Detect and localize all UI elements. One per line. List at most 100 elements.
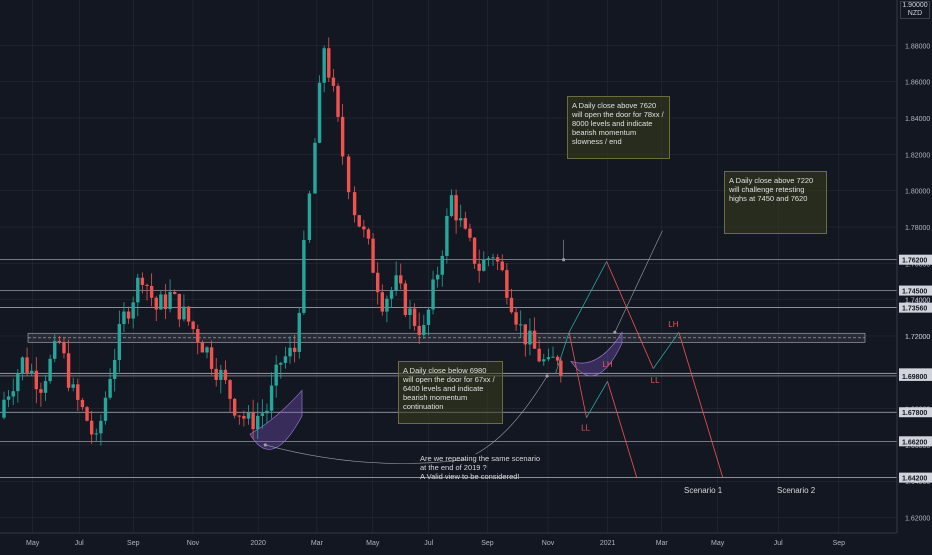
x-tick-label: 2020 — [250, 540, 266, 547]
candle-body — [29, 370, 34, 374]
candle-body — [340, 116, 345, 157]
arrow-head — [545, 374, 549, 378]
x-tick-label: Jul — [774, 540, 783, 547]
level-tag — [899, 254, 932, 265]
projection-segment — [568, 332, 587, 418]
currency-price: 1.90000 — [902, 2, 928, 9]
candle-body — [232, 398, 237, 416]
candle-body — [85, 407, 89, 421]
candle-body — [140, 277, 145, 285]
wave-label: LL — [651, 376, 660, 385]
candle-body — [327, 48, 331, 78]
candle-body — [34, 370, 38, 390]
candle-body — [449, 195, 454, 216]
y-tick-label: 1.82000 — [905, 152, 930, 159]
projection-segment — [606, 261, 654, 369]
candle-body — [71, 384, 75, 388]
y-extra-label: 1.74000 — [905, 298, 930, 305]
rounding-bottom-2020 — [570, 331, 623, 377]
candle-body — [182, 306, 186, 320]
projection-segment — [607, 381, 638, 478]
y-tick-label: 1.88000 — [905, 43, 930, 50]
candle-body — [302, 239, 306, 313]
projection-paths — [554, 261, 724, 478]
projection-segment — [568, 261, 607, 333]
candle-body — [186, 306, 191, 322]
resistance-zone — [27, 332, 866, 343]
annotation-arrow — [614, 230, 663, 333]
candle-body — [380, 292, 384, 312]
y-tick-label: 1.66000 — [905, 443, 930, 450]
candle-body — [346, 156, 351, 193]
candle-body — [482, 259, 486, 271]
candle-body — [505, 270, 509, 298]
candle-body — [16, 373, 20, 392]
question-line2: at the end of 2019 ? — [420, 463, 487, 472]
x-tick-label: May — [711, 540, 725, 547]
candle-body — [459, 218, 463, 221]
x-tick-label: May — [366, 540, 380, 547]
candle-body — [546, 357, 551, 360]
candle-body — [20, 357, 25, 374]
candle-body — [288, 347, 292, 357]
candle-body — [223, 369, 228, 381]
candle-body — [269, 385, 274, 411]
candle-body — [313, 142, 317, 194]
candle-body — [2, 399, 6, 418]
candle-body — [528, 330, 532, 345]
candle-body — [371, 238, 375, 273]
x-tick-label: Mar — [311, 540, 324, 547]
candle-body — [99, 420, 103, 434]
candle-body — [113, 359, 117, 379]
candle-body — [6, 396, 11, 400]
note-text: A Daily close above 7220 will challenge … — [729, 176, 814, 203]
note-above-7220[interactable]: A Daily close above 7220 will challenge … — [724, 171, 827, 234]
x-tick-label: 2021 — [600, 540, 616, 547]
candle-body — [514, 312, 518, 325]
candle-body — [559, 360, 563, 376]
candle-body — [136, 277, 140, 303]
note-above-7620[interactable]: A Daily close above 7620 will open the d… — [567, 96, 670, 159]
candle-body — [292, 347, 297, 352]
candle-body — [246, 412, 251, 419]
candle-body — [307, 193, 312, 240]
wave-label: LH — [668, 320, 678, 329]
candle-body — [256, 415, 260, 430]
question-note[interactable]: Are we repeating the same scenario at th… — [420, 454, 580, 481]
y-extra-label: 1.72000 — [905, 334, 930, 341]
candle-body — [495, 257, 500, 262]
candle-body — [297, 312, 301, 352]
candle-body — [283, 356, 288, 363]
candle-body — [362, 226, 366, 230]
projection-segment — [586, 381, 608, 418]
candle-body — [66, 353, 71, 388]
x-tick-label: May — [26, 540, 40, 547]
level-tag-text: 1.69800 — [902, 374, 927, 381]
candle-body — [532, 330, 537, 349]
candle-body — [196, 328, 200, 343]
candle-body — [200, 342, 205, 353]
grid — [0, 0, 897, 533]
level-tag — [899, 436, 932, 447]
candle-body — [80, 399, 85, 408]
candle-body — [509, 297, 514, 313]
wave-label: LH — [602, 360, 612, 369]
currency-badge[interactable]: 1.90000 NZD — [900, 1, 930, 19]
candle-body — [389, 290, 394, 299]
candle-body — [219, 369, 223, 380]
candle-body — [336, 85, 340, 117]
candle-body — [322, 48, 326, 83]
wave-label: LL — [581, 423, 590, 432]
candle-body — [366, 229, 371, 239]
level-tag-text: 1.66200 — [902, 439, 927, 446]
x-tick-label: Nov — [187, 540, 200, 547]
wave-labels: LH LL LL LH — [581, 320, 679, 433]
annotation-arrow — [265, 444, 467, 464]
note-below-6980[interactable]: A Daily close below 6980 will open the d… — [398, 361, 503, 424]
y-tick-label: 1.74000 — [905, 298, 930, 305]
candle-body — [500, 261, 504, 271]
x-tick-label: Mar — [656, 540, 669, 547]
